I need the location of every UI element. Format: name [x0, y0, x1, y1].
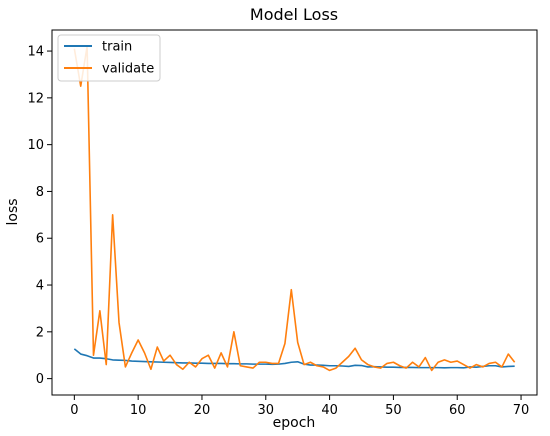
series-line-validate — [73, 45, 516, 372]
y-tick-label: 8 — [36, 185, 44, 200]
y-tick-label: 10 — [27, 138, 44, 153]
y-tick-label: 12 — [27, 91, 44, 106]
x-tick-label: 0 — [70, 403, 78, 418]
x-axis: 0 10 20 30 40 50 60 70 — [70, 395, 529, 418]
x-tick-label: 50 — [385, 403, 402, 418]
y-tick-label: 14 — [27, 45, 44, 60]
y-tick-label: 2 — [36, 325, 44, 340]
chart-title: Model Loss — [250, 5, 338, 24]
x-tick-label: 10 — [130, 403, 147, 418]
series-lines — [73, 45, 516, 372]
x-tick-label: 70 — [513, 403, 530, 418]
x-tick-label: 60 — [449, 403, 466, 418]
y-tick-label: 0 — [36, 372, 44, 387]
y-axis: 0 2 4 6 8 10 12 14 — [27, 45, 52, 387]
legend: train validate — [57, 34, 161, 82]
x-axis-label: epoch — [273, 415, 316, 431]
y-tick-label: 4 — [36, 279, 44, 294]
series-line-train — [73, 348, 515, 369]
plot-area — [51, 29, 538, 396]
y-tick-label: 6 — [36, 232, 44, 247]
y-axis-label: loss — [5, 198, 21, 225]
legend-label-validate: validate — [102, 62, 154, 77]
legend-label-train: train — [102, 40, 132, 55]
x-tick-label: 40 — [321, 403, 338, 418]
x-tick-label: 30 — [258, 403, 275, 418]
x-tick-label: 20 — [194, 403, 211, 418]
